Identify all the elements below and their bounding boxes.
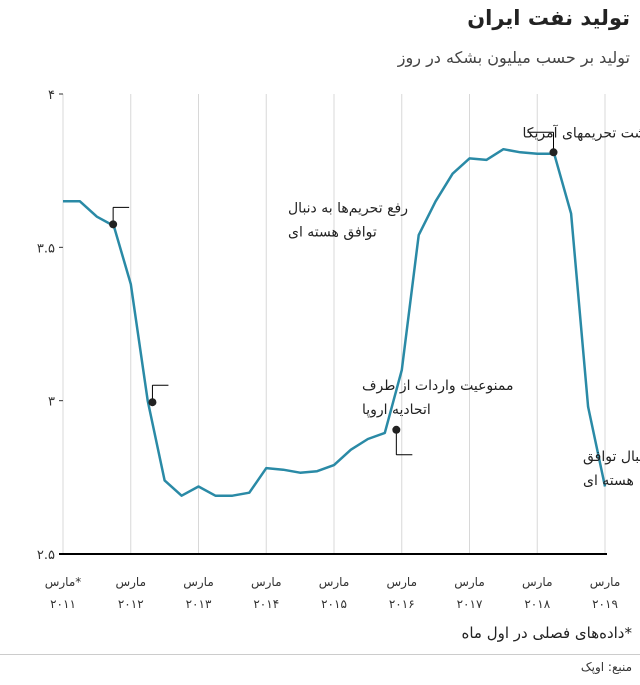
x-tick-label: مارس [590, 575, 621, 590]
annotation-marker [392, 425, 401, 434]
y-tick-label: ۲.۵ [37, 548, 55, 563]
annotation-text: بازگشت تحریمهای آمریکا [523, 124, 640, 141]
annotation-text: هسته ای [583, 473, 634, 489]
x-tick-year: ۲۰۱۷ [457, 597, 483, 611]
x-tick-year: ۲۰۱۵ [321, 597, 347, 611]
annotation-text: رفع تحریم‌ها به دنبال [288, 200, 408, 216]
annotation: ممنوعیت واردات از طرف اتحادیه اروپا [148, 378, 513, 418]
oil-production-chart: ۴ ۳.۵ ۳ ۲.۵ مارس* ۲۰۱۱ مارس ۲۰۱۲ مارس ۲۰۱۳ مارس ۲۰… [37, 88, 640, 611]
annotation-marker [109, 220, 118, 229]
annotation-marker [148, 398, 157, 407]
annotations: رفع تحریم‌ها به دنبال توافق هسته ای ممنوعی… [109, 124, 640, 489]
chart-subtitle: تولید بر حسب میلیون بشکه در روز [397, 48, 630, 67]
x-tick-label: مارس [319, 575, 350, 590]
x-tick-year: ۲۰۱۳ [186, 597, 212, 611]
x-tick-year: ۲۰۱۹ [592, 597, 618, 611]
annotation-marker [549, 148, 558, 157]
source-label: منبع: اوپک [580, 660, 632, 674]
grid-lines [62, 94, 606, 554]
production-line [63, 147, 607, 497]
chart-title: تولید نفت ایران [467, 6, 630, 30]
x-tick-year: ۲۰۱۴ [253, 597, 279, 611]
x-tick-label: مارس [251, 575, 282, 590]
x-tick-label: مارس [522, 575, 553, 590]
x-tick-year: ۲۰۱۱ [50, 597, 76, 611]
x-tick-label: مارس* [45, 575, 82, 590]
annotation: رفع تحریم‌ها به دنبال توافق هسته ای [109, 200, 408, 240]
annotation: رفع تحریم‌ها به دنبال توافق هسته ای [392, 425, 640, 489]
annotation-text: اتحادیه اروپا [362, 402, 431, 418]
annotation: بازگشت تحریمهای آمریکا [523, 124, 640, 157]
y-axis-ticks: ۴ ۳.۵ ۳ ۲.۵ [37, 88, 63, 563]
y-tick-label: ۳.۵ [37, 241, 55, 256]
y-tick-label: ۳ [48, 395, 55, 410]
seasonal-data-note: *داده‌های فصلی در اول ماه [461, 624, 632, 642]
x-tick-year: ۲۰۱۶ [389, 597, 415, 611]
annotation-text: رفع تحریم‌ها به دنبال توافق [583, 449, 640, 465]
x-tick-label: مارس [386, 575, 417, 590]
x-tick-year: ۲۰۱۲ [118, 597, 144, 611]
x-tick-label: مارس [115, 575, 146, 590]
y-tick-label: ۴ [48, 88, 55, 103]
x-tick-label: مارس [454, 575, 485, 590]
footer-divider [0, 654, 640, 655]
annotation-text: ممنوعیت واردات از طرف [362, 378, 513, 394]
annotation-text: توافق هسته ای [288, 224, 377, 240]
x-tick-year: ۲۰۱۸ [524, 597, 550, 611]
x-tick-label: مارس [183, 575, 214, 590]
x-axis-ticks: مارس* ۲۰۱۱ مارس ۲۰۱۲ مارس ۲۰۱۳ مارس ۲۰۱۴ مارس ۲۰۱… [45, 575, 621, 611]
